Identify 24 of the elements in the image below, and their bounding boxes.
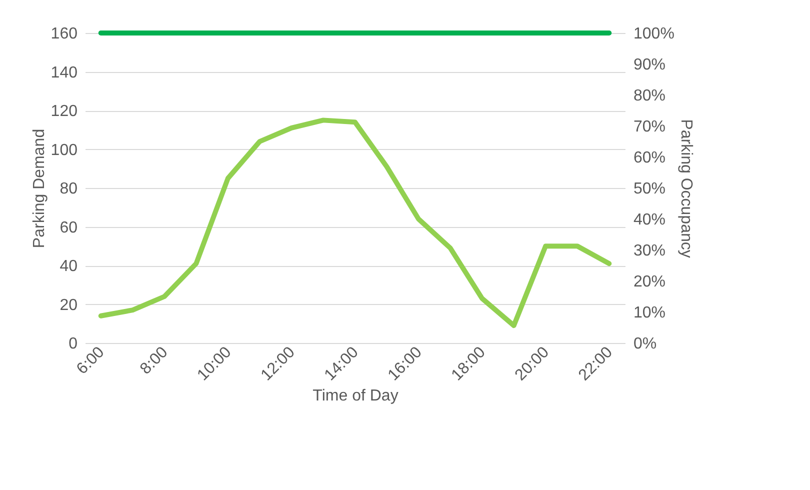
- y2-tick-label: 70%: [634, 118, 666, 136]
- y2-tick-label: 90%: [634, 56, 666, 74]
- y2-tick-label: 0%: [634, 336, 657, 352]
- y2-axis-title: Parking Occupancy: [677, 119, 694, 258]
- y-tick-label: 140: [50, 64, 78, 82]
- y2-tick-label: 40%: [634, 212, 666, 228]
- y2-tick-label: 50%: [634, 180, 666, 198]
- x-axis-title: Time of Day: [312, 387, 398, 404]
- y-tick-label: 120: [50, 103, 78, 120]
- y2-tick-label: 30%: [634, 242, 666, 260]
- y2-tick-label: 10%: [634, 304, 666, 322]
- y-tick-label: 0: [68, 336, 78, 352]
- y-tick-label: 60: [60, 219, 78, 236]
- y-tick-label: 40: [60, 258, 78, 275]
- y-tick-label: 20: [60, 296, 78, 314]
- y2-tick-label: 60%: [634, 150, 666, 166]
- y2-tick-label: 100%: [634, 26, 674, 42]
- y2-tick-label: 20%: [634, 274, 666, 290]
- y-tick-label: 160: [50, 26, 78, 42]
- y2-tick-label: 80%: [634, 88, 666, 104]
- x-tick-label: 8:00: [137, 344, 172, 378]
- y-tick-label: 80: [60, 180, 78, 198]
- y-axis-title: Parking Demand: [30, 128, 48, 248]
- y-tick-label: 100: [50, 142, 78, 159]
